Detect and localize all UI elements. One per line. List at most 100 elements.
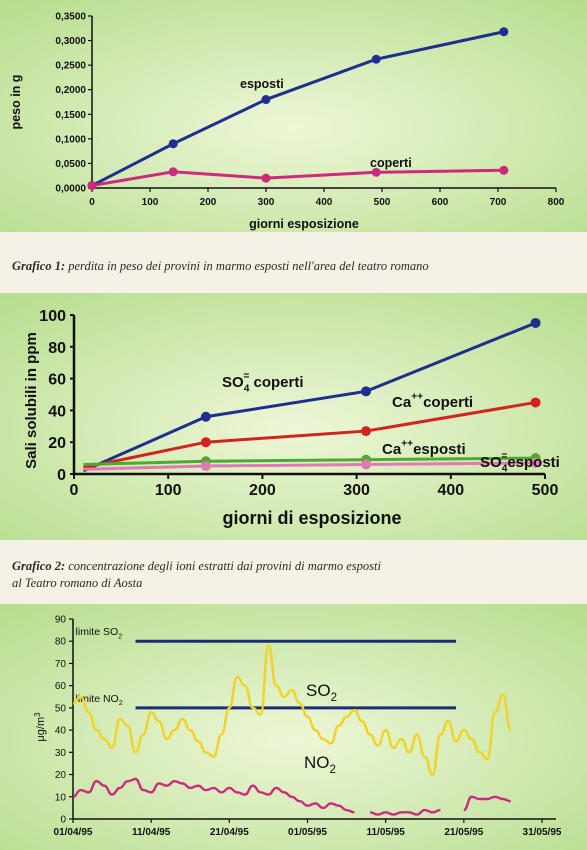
x-tick-label: 400 — [437, 482, 464, 499]
series-line-NO2-0 — [72, 777, 355, 814]
y-tick-label: 0,3500 — [55, 12, 86, 23]
y-tick-label: 0,0000 — [55, 184, 86, 195]
series-label-coperti: coperti — [370, 156, 412, 170]
caption-2-label: Grafico 2: — [12, 559, 66, 573]
x-tick-label: 300 — [258, 197, 275, 208]
x-tick-label: 0 — [89, 197, 95, 208]
y-tick-label: 0,0500 — [55, 159, 86, 170]
data-point — [530, 397, 541, 408]
x-tick-label: 01/05/95 — [288, 827, 327, 838]
caption-2-text1: concentrazione degli ioni estratti dai p… — [65, 559, 381, 573]
caption-2-line2: al Teatro romano di Aosta — [12, 576, 143, 590]
series-label-2: Ca++esposti — [382, 439, 466, 459]
y-tick-label: 0,3000 — [55, 36, 86, 47]
x-tick-label: 500 — [374, 197, 391, 208]
x-tick-label: 800 — [548, 197, 565, 208]
data-point — [200, 437, 211, 448]
y-tick-label: 0,1000 — [55, 134, 86, 145]
data-point — [371, 167, 381, 177]
chart-background — [0, 293, 587, 540]
data-point — [361, 426, 372, 437]
series-line-NO2-2 — [463, 795, 511, 812]
series-label-NO2: NO2 — [304, 753, 336, 776]
x-tick-label: 200 — [200, 197, 217, 208]
y-tick-label: 20 — [48, 435, 66, 452]
data-point — [361, 459, 372, 470]
x-axis-label: giorni di esposizione — [222, 508, 401, 528]
data-point — [530, 317, 541, 328]
x-tick-label: 21/04/95 — [210, 827, 249, 838]
series-label-SO2: SO2 — [306, 681, 337, 704]
y-axis-label: peso in g — [9, 75, 23, 130]
chart-panel-1: 0,0000 0,0500 0,1000 0,1500 0,2000 0,2500 0,30… — [0, 0, 587, 232]
x-tick-label: 31/05/95 — [523, 827, 562, 838]
series-label-3: SO4=esposti — [480, 451, 560, 475]
caption-1-text: perdita in peso dei provini in marmo esp… — [65, 259, 429, 273]
data-point — [261, 95, 271, 105]
y-tick-label: 20 — [55, 770, 67, 781]
x-tick-label: 11/05/95 — [366, 827, 405, 838]
x-tick-label: 200 — [249, 482, 276, 499]
x-tick-label: 0 — [70, 482, 79, 499]
y-axis-label: μg/m3 — [33, 712, 47, 742]
data-point — [168, 167, 178, 177]
caption-2-line1: Grafico 2: concentrazione degli ioni est… — [12, 558, 572, 575]
x-tick-label: 700 — [490, 197, 507, 208]
y-tick-label: 70 — [55, 659, 67, 670]
series-line-SO2-0 — [72, 644, 512, 776]
y-tick-label: 0,2000 — [55, 85, 86, 96]
x-tick-label: 100 — [155, 482, 182, 499]
x-tick-label: 11/04/95 — [132, 827, 171, 838]
data-point — [361, 386, 372, 397]
x-tick-label: 600 — [432, 197, 449, 208]
series-label-1: Ca++coperti — [392, 392, 473, 412]
x-tick-label: 300 — [343, 482, 370, 499]
y-tick-label: 50 — [55, 703, 67, 714]
x-axis-label: giorni esposizione — [249, 217, 359, 231]
series-line-Ca++ esposti — [83, 456, 536, 466]
y-tick-label: 0 — [57, 467, 66, 484]
data-point — [87, 181, 97, 191]
data-point — [200, 461, 211, 472]
chart-background — [0, 0, 587, 232]
chart-2: 0 20 40 60 80 100 0 100 200 300 400 500 giorni di es… — [0, 293, 587, 540]
series-line-SO4= coperti — [82, 321, 537, 473]
data-point — [261, 173, 271, 183]
y-tick-label: 10 — [55, 792, 67, 803]
data-point — [168, 139, 178, 149]
y-tick-label: 30 — [55, 748, 67, 759]
y-tick-label: 0,1500 — [55, 110, 86, 121]
y-tick-label: 40 — [48, 403, 66, 420]
series-line-NO2-1 — [369, 808, 441, 816]
x-tick-label: 21/05/95 — [444, 827, 483, 838]
limit-label-0: limite SO2 — [76, 626, 123, 640]
caption-1-label: Grafico 1: — [12, 259, 66, 273]
chart-1: 0,0000 0,0500 0,1000 0,1500 0,2000 0,2500 0,30… — [0, 0, 587, 232]
series-label-0: SO4= coperti — [222, 371, 304, 395]
x-tick-label: 500 — [532, 482, 559, 499]
chart-background — [0, 604, 587, 850]
chart-panel-2: 0 20 40 60 80 100 0 100 200 300 400 500 giorni di es… — [0, 293, 587, 540]
caption-2: Grafico 2: concentrazione degli ioni est… — [12, 558, 572, 592]
data-point — [499, 27, 509, 37]
data-point — [200, 411, 211, 422]
y-tick-label: 0 — [60, 815, 66, 826]
data-point — [530, 457, 541, 468]
y-tick-label: 40 — [55, 726, 67, 737]
y-tick-label: 90 — [55, 615, 67, 626]
series-label-esposti: esposti — [240, 77, 284, 91]
x-tick-label: 01/04/95 — [54, 827, 93, 838]
y-axis-label: Sali solubili in ppm — [23, 332, 40, 469]
x-tick-label: 100 — [142, 197, 159, 208]
y-tick-label: 80 — [48, 340, 66, 357]
x-tick-label: 400 — [316, 197, 333, 208]
caption-1: Grafico 1: perdita in peso dei provini i… — [12, 258, 572, 275]
y-tick-label: 60 — [55, 681, 67, 692]
y-tick-label: 0,2500 — [55, 61, 86, 72]
limit-label-1: limite NO2 — [76, 693, 123, 707]
series-line-SO4= esposti — [83, 461, 536, 471]
chart-panel-3: 0 10 20 30 40 50 60 70 80 90 01/04/95 11/04/95 21/04… — [0, 604, 587, 850]
data-point — [499, 165, 509, 175]
y-tick-label: 60 — [48, 372, 66, 389]
y-tick-label: 80 — [55, 637, 67, 648]
